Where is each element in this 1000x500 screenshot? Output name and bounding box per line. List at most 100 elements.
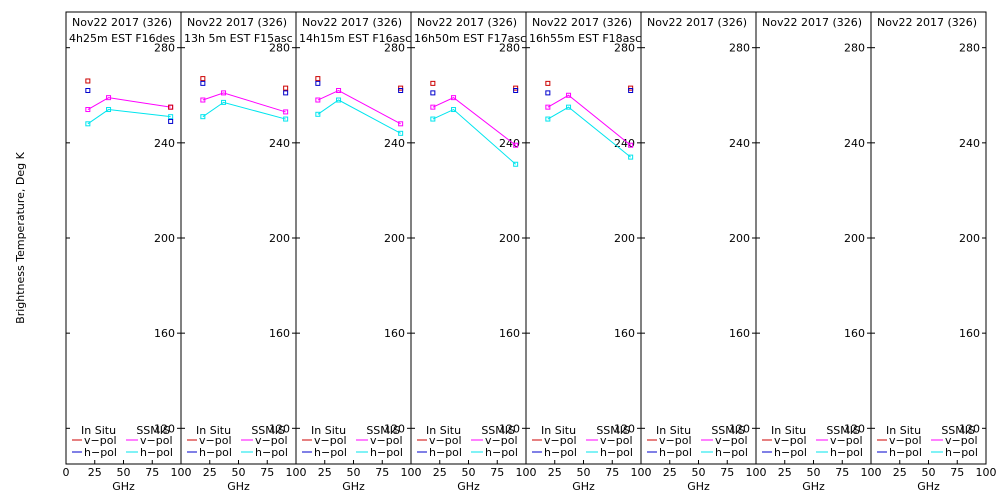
y-tick-label: 160 bbox=[729, 327, 750, 340]
y-tick-label: 160 bbox=[844, 327, 865, 340]
y-tick-label: 280 bbox=[844, 42, 865, 55]
ssmis-vpol-series-point bbox=[628, 142, 634, 148]
ssmis-hpol-series-line bbox=[202, 101, 286, 120]
x-tick-label: 25 bbox=[88, 466, 102, 479]
ssmis-vpol-series-point bbox=[545, 104, 551, 110]
y-tick-label: 240 bbox=[959, 137, 980, 150]
ssmis-vpol-series-point bbox=[283, 109, 289, 115]
insitu-vpol-series bbox=[315, 76, 404, 91]
legend-insitu-hpol-label: h−pol bbox=[314, 446, 347, 459]
insitu-vpol-series-point bbox=[545, 80, 551, 86]
y-tick-label: 160 bbox=[499, 327, 520, 340]
ssmis-vpol-series-point bbox=[513, 142, 519, 148]
y-tick-label: 200 bbox=[729, 232, 750, 245]
panel-title-date: Nov22 2017 (326) bbox=[417, 16, 517, 29]
insitu-hpol-series-point bbox=[85, 88, 91, 94]
insitu-vpol-series bbox=[85, 78, 174, 110]
x-tick-label: 100 bbox=[976, 466, 997, 479]
legend-ssmis-title: SSMIS bbox=[596, 424, 630, 437]
insitu-hpol-series bbox=[315, 80, 404, 94]
legend-ssmis-title: SSMIS bbox=[711, 424, 745, 437]
ssmis-hpol-series bbox=[85, 107, 174, 127]
ssmis-vpol-series-point bbox=[398, 121, 404, 127]
legend-insitu-vpol-label: v−pol bbox=[84, 434, 117, 447]
insitu-vpol-series-point bbox=[200, 76, 206, 82]
y-tick-label: 200 bbox=[154, 232, 175, 245]
panel-title-date: Nov22 2017 (326) bbox=[877, 16, 977, 29]
x-tick-label: 75 bbox=[605, 466, 619, 479]
legend-ssmis-hpol-label: h−pol bbox=[830, 446, 863, 459]
legend-ssmis-vpol-label: v−pol bbox=[945, 434, 978, 447]
insitu-hpol-series-point bbox=[200, 80, 206, 86]
y-tick-label: 280 bbox=[154, 42, 175, 55]
y-tick-label: 240 bbox=[269, 137, 290, 150]
y-tick-label: 120 bbox=[499, 422, 520, 435]
ssmis-hpol-series-point bbox=[283, 116, 289, 122]
ssmis-vpol-series-point bbox=[336, 88, 342, 94]
legend-ssmis-vpol-label: v−pol bbox=[140, 434, 173, 447]
y-tick-label: 120 bbox=[269, 422, 290, 435]
y-tick-label: 200 bbox=[844, 232, 865, 245]
y-tick-label: 200 bbox=[499, 232, 520, 245]
ssmis-hpol-series-point bbox=[513, 161, 519, 167]
x-tick-label: 50 bbox=[117, 466, 131, 479]
x-tick-label: 50 bbox=[577, 466, 591, 479]
ssmis-vpol-series-point bbox=[221, 90, 227, 96]
ssmis-hpol-series-point bbox=[200, 114, 206, 120]
x-tick-label: 75 bbox=[835, 466, 849, 479]
y-tick-label: 280 bbox=[614, 42, 635, 55]
x-tick-label: 75 bbox=[720, 466, 734, 479]
legend-insitu-hpol-label: h−pol bbox=[544, 446, 577, 459]
legend-insitu-hpol-label: h−pol bbox=[429, 446, 462, 459]
panel-1: Nov22 2017 (326) 4h25m EST F16des 120 160 20… bbox=[63, 11, 192, 493]
x-tick-label: 50 bbox=[462, 466, 476, 479]
legend-insitu-vpol-label: v−pol bbox=[774, 434, 807, 447]
legend-insitu-title: In Situ bbox=[656, 424, 691, 437]
panel-title-date: Nov22 2017 (326) bbox=[532, 16, 632, 29]
ssmis-hpol-series-point bbox=[545, 116, 551, 122]
x-tick-label: 50 bbox=[807, 466, 821, 479]
panel-title-date: Nov22 2017 (326) bbox=[72, 16, 172, 29]
legend-ssmis-vpol-label: v−pol bbox=[830, 434, 863, 447]
ssmis-hpol-series-point bbox=[315, 111, 321, 117]
panel-7: Nov22 2017 (326) 120 160 200 240 280 25 50 75 100… bbox=[755, 11, 882, 493]
legend-ssmis-title: SSMIS bbox=[251, 424, 285, 437]
ssmis-vpol-series bbox=[200, 90, 289, 115]
x-tick-label: 0 bbox=[63, 466, 70, 479]
legend-insitu-hpol-label: h−pol bbox=[84, 446, 117, 459]
x-tick-label: 100 bbox=[286, 466, 307, 479]
legend-insitu-vpol-label: v−pol bbox=[429, 434, 462, 447]
ssmis-vpol-series-point bbox=[566, 92, 572, 98]
x-tick-label: 25 bbox=[663, 466, 677, 479]
ssmis-hpol-series-point bbox=[85, 121, 91, 127]
y-tick-label: 160 bbox=[384, 327, 405, 340]
y-tick-label: 120 bbox=[154, 422, 175, 435]
panel-8: Nov22 2017 (326) 120 160 200 240 280 25 50 75 100… bbox=[870, 11, 997, 493]
ssmis-vpol-series-line bbox=[202, 92, 286, 113]
panel-title-pass: 14h15m EST F16asc bbox=[299, 32, 411, 45]
y-tick-label: 160 bbox=[269, 327, 290, 340]
x-tick-label: 100 bbox=[631, 466, 652, 479]
y-tick-label: 240 bbox=[614, 137, 635, 150]
ssmis-vpol-series bbox=[545, 92, 634, 148]
ssmis-vpol-series bbox=[430, 95, 519, 148]
legend-ssmis-hpol-label: h−pol bbox=[945, 446, 978, 459]
x-axis-label: GHz bbox=[802, 480, 825, 493]
insitu-vpol-series-point bbox=[85, 78, 91, 84]
y-tick-label: 160 bbox=[154, 327, 175, 340]
ssmis-hpol-series-point bbox=[168, 114, 174, 120]
x-tick-label: 50 bbox=[692, 466, 706, 479]
ssmis-vpol-series-line bbox=[317, 89, 401, 125]
insitu-hpol-series-point bbox=[398, 88, 404, 94]
x-tick-label: 75 bbox=[950, 466, 964, 479]
legend-ssmis-title: SSMIS bbox=[366, 424, 400, 437]
x-tick-label: 100 bbox=[861, 466, 882, 479]
legend-insitu-vpol-label: v−pol bbox=[199, 434, 232, 447]
x-tick-label: 75 bbox=[260, 466, 274, 479]
